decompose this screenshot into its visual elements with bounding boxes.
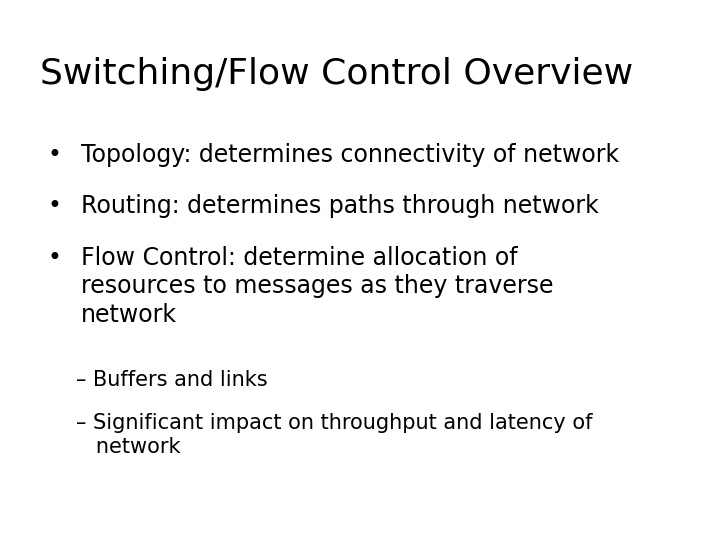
Text: Routing: determines paths through network: Routing: determines paths through networ… xyxy=(81,194,599,218)
Text: Switching/Flow Control Overview: Switching/Flow Control Overview xyxy=(40,57,633,91)
Text: •: • xyxy=(48,246,61,269)
Text: Topology: determines connectivity of network: Topology: determines connectivity of net… xyxy=(81,143,619,167)
Text: •: • xyxy=(48,143,61,167)
Text: •: • xyxy=(48,194,61,218)
Text: – Buffers and links: – Buffers and links xyxy=(76,370,267,390)
Text: – Significant impact on throughput and latency of
   network: – Significant impact on throughput and l… xyxy=(76,413,592,457)
Text: Flow Control: determine allocation of
resources to messages as they traverse
net: Flow Control: determine allocation of re… xyxy=(81,246,554,327)
